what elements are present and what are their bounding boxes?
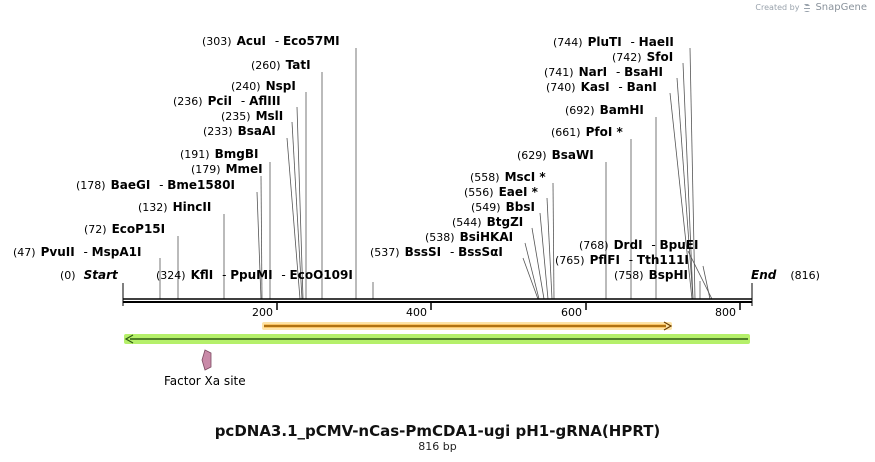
map-title: pcDNA3.1_pCMV-nCas-PmCDA1-ugi pH1-gRNA(H… <box>214 422 661 440</box>
cut-line-bsaai <box>286 137 301 300</box>
enzyme-label-btgzi: (544) BtgZI <box>452 215 523 229</box>
cut-line-bsihkai <box>524 242 540 300</box>
tick-label-800: 800 <box>715 306 736 319</box>
enzyme-label-baegi: (178) BaeGI - Bme1580I <box>76 178 235 192</box>
enzyme-label-drdi: (768) DrdI - BpuEI <box>579 238 698 252</box>
enzyme-label-bbsi: (549) BbsI <box>471 200 535 214</box>
enzyme-label-bmgbi: (191) BmgBI <box>180 147 258 161</box>
cut-line-sfoi <box>682 62 694 300</box>
enzyme-label-pfoi: (661) PfoI * <box>551 125 623 139</box>
cut-line-msli <box>291 121 303 300</box>
snapgene-brand-name: SnapGene <box>815 2 867 13</box>
cut-line-nari <box>676 77 694 300</box>
green-reverse-feature-arrow[interactable] <box>124 334 750 344</box>
enzyme-label-hincii: (132) HincII <box>138 200 211 214</box>
enzyme-label-pflfi: (765) PflFI - Tth111I <box>555 253 689 267</box>
cut-line-bsssi <box>522 257 539 300</box>
cut-site-lines <box>159 47 713 300</box>
cut-line-baegi <box>256 191 262 300</box>
enzyme-label-eaei: (556) EaeI * <box>464 185 539 199</box>
cut-line-pluti <box>689 47 696 300</box>
cut-line-mmei <box>260 175 263 300</box>
cut-line-bbsi <box>539 212 549 300</box>
factor-xa-site-feature[interactable]: Factor Xa site <box>164 349 246 388</box>
orange-forward-feature-arrow[interactable] <box>262 321 673 331</box>
enzyme-label-msli: (235) MslI <box>221 109 283 123</box>
enzyme-label-nari: (741) NarI - BsaHI <box>544 65 663 79</box>
tick-label-400: 400 <box>406 306 427 319</box>
snapgene-logo-icon <box>804 3 811 12</box>
sequence-length: 816 bp <box>418 440 457 453</box>
cut-line-btgzi <box>531 227 545 300</box>
start-label: (0) Start <box>60 268 119 282</box>
enzyme-label-bsihkai: (538) BsiHKAI <box>425 230 513 244</box>
end-label: End (816) <box>751 268 820 282</box>
enzyme-label-nspi: (240) NspI <box>231 79 296 93</box>
ruler-ticks: 200 400 600 800 <box>252 302 741 319</box>
enzyme-label-mmei: (179) MmeI <box>191 162 263 176</box>
enzyme-label-kfli: (324) KflI - PpuMI - EcoO109I <box>156 268 353 282</box>
enzyme-label-kasi: (740) KasI - BanI <box>546 80 657 94</box>
cut-line-pcli <box>296 106 304 300</box>
enzyme-label-bsphi: (758) BspHI <box>614 268 688 282</box>
enzyme-labels: (47) PvuII - MspA1I (72) EcoP15I (132) Hinc… <box>13 34 698 282</box>
cut-line-kasi <box>669 92 693 300</box>
created-by-text: Created by <box>755 3 800 12</box>
enzyme-label-msci: (558) MscI * <box>470 170 546 184</box>
enzyme-label-bsawi: (629) BsaWI <box>517 148 594 162</box>
enzyme-label-tati: (260) TatI <box>251 58 311 72</box>
factor-xa-site-label: Factor Xa site <box>164 374 246 388</box>
backbone <box>122 283 753 306</box>
enzyme-label-ecop15i: (72) EcoP15I <box>84 222 165 236</box>
enzyme-label-acui: (303) AcuI - Eco57MI <box>202 34 340 48</box>
enzyme-label-pvuii: (47) PvuII - MspA1I <box>13 245 141 259</box>
cut-line-eaei <box>546 197 553 300</box>
enzyme-label-bsaai: (233) BsaAI <box>203 124 276 138</box>
cut-line-pflfi <box>702 265 711 300</box>
snapgene-watermark: Created by SnapGene <box>755 2 867 13</box>
enzyme-label-bamhi: (692) BamHI <box>565 103 644 117</box>
enzyme-label-bsssi: (537) BssSI - BssSαI <box>370 245 503 259</box>
cut-line-msci <box>552 182 555 300</box>
tick-label-200: 200 <box>252 306 273 319</box>
enzyme-label-pcli: (236) PciI - AflIII <box>173 94 281 108</box>
enzyme-label-sfoi: (742) SfoI <box>612 50 673 64</box>
enzyme-label-pluti: (744) PluTI - HaeII <box>553 35 674 49</box>
tick-label-600: 600 <box>561 306 582 319</box>
